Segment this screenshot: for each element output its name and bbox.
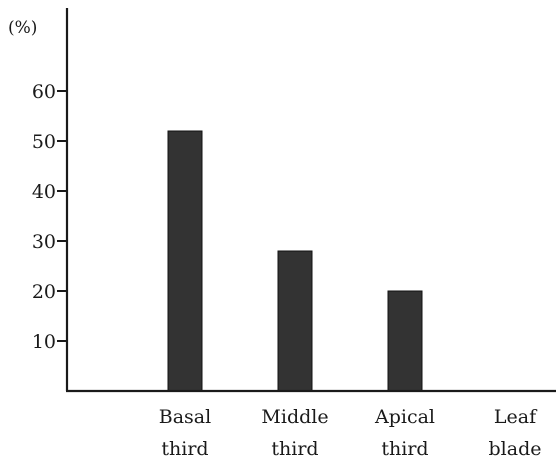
category-label: third	[271, 438, 318, 460]
y-tick-label: 20	[32, 281, 56, 303]
y-tick-label: 40	[32, 181, 56, 203]
category-label: third	[161, 438, 208, 460]
category-labels: Basal third Middle third Apical third Leaf blad…	[159, 406, 542, 460]
y-tick-label: 30	[32, 231, 56, 253]
category-label: blade	[489, 438, 542, 460]
y-tick-label: 60	[32, 81, 56, 103]
category-label: third	[381, 438, 428, 460]
category-label: Basal	[159, 406, 211, 428]
bars	[167, 130, 423, 392]
y-axis-unit-label: (%)	[8, 18, 37, 38]
bar	[167, 130, 203, 392]
y-axis-ticks: 10 20 30 40 50 60	[32, 81, 67, 353]
category-label: Apical	[374, 406, 435, 428]
y-tick-label: 50	[32, 131, 56, 153]
category-label: Leaf	[494, 406, 538, 428]
bar	[277, 250, 313, 392]
y-tick-label: 10	[32, 331, 56, 353]
category-label: Middle	[261, 406, 328, 428]
bar	[387, 290, 423, 392]
